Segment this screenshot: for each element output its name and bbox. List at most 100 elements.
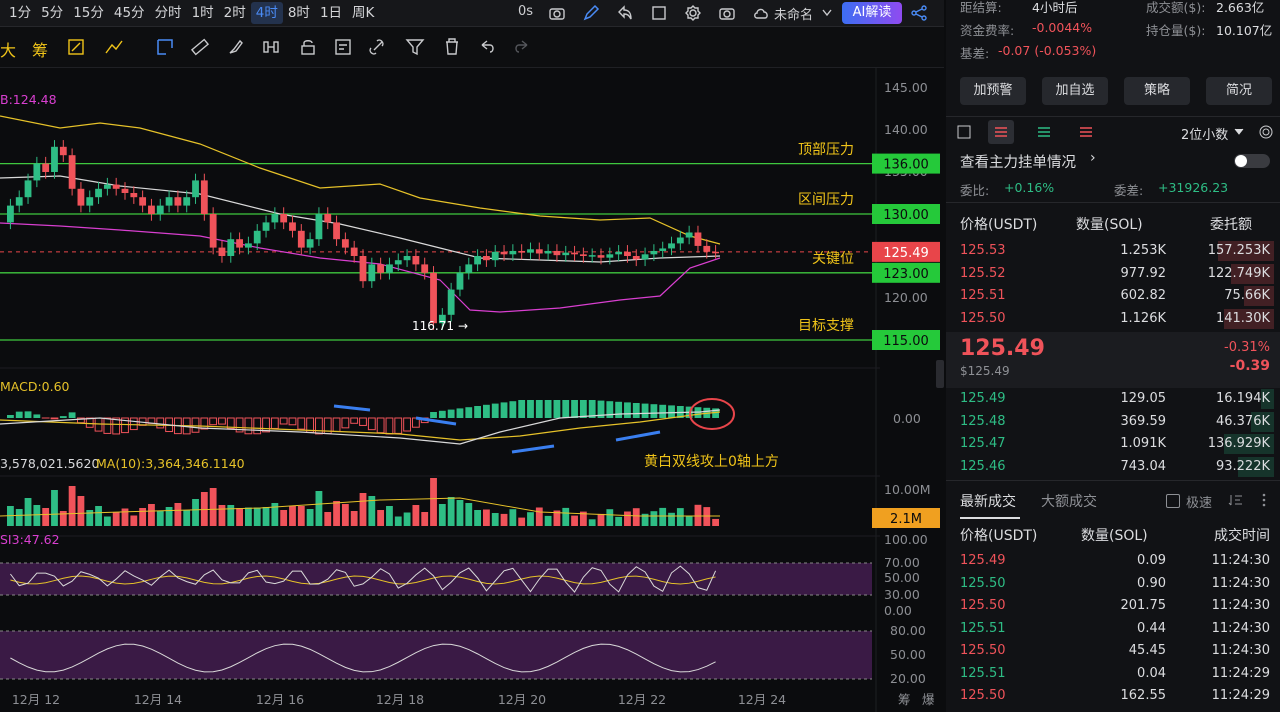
lock-icon[interactable] [298,37,318,57]
orderbook-bids-icon[interactable] [1036,124,1052,140]
macd-bar [191,417,200,433]
timeframe-4[interactable]: 分时 [154,5,182,21]
volume-bar [474,510,481,526]
timeframe-3[interactable]: 45分 [113,5,145,21]
trade-header-qty[interactable]: 数量(SOL) [1081,528,1148,544]
timeframe-5[interactable]: 1时 [191,5,214,21]
link-icon[interactable] [369,37,389,57]
edit-icon[interactable] [66,37,86,57]
price-chart[interactable]: 145.00140.00135.00130.00125.00120.00115.… [0,68,944,712]
cloud-icon[interactable] [752,4,770,22]
camera-icon[interactable] [548,4,566,22]
candle-body [632,256,640,260]
layout-name[interactable]: 未命名 [774,8,814,23]
fast-checkbox[interactable] [1166,494,1180,508]
volume-bar [518,517,526,526]
trash-icon[interactable] [442,37,462,57]
reply-icon[interactable] [616,4,634,22]
candle-body [447,289,455,315]
orderbook-split-icon[interactable] [993,124,1009,140]
candle-body [324,214,332,223]
magnet-icon[interactable] [261,37,281,57]
timeframe-0[interactable]: 1分 [9,5,32,21]
share-icon[interactable] [910,4,928,22]
chip-label[interactable]: 筹 [32,41,49,60]
volume-bar [77,496,85,526]
chevron-right-icon[interactable]: › [1090,150,1096,166]
ask-price-2[interactable]: 125.51 [960,288,1006,303]
brush-icon[interactable] [226,37,246,57]
gear-icon[interactable] [1258,124,1274,140]
timeframe-6[interactable]: 2时 [223,5,246,21]
indicator-icon[interactable] [104,37,124,57]
candle-body [676,237,684,244]
ask-price-0[interactable]: 125.53 [960,243,1006,258]
bid-price-1[interactable]: 125.48 [960,413,1006,429]
commit-diff-label: 委差: [1114,183,1144,198]
filter-list-icon[interactable] [1228,492,1244,508]
template-icon[interactable] [333,37,353,57]
cursor-icon[interactable] [155,37,175,57]
macd-bar [262,417,270,433]
undo-icon[interactable] [477,37,497,57]
macd-bar [24,411,32,418]
os-label[interactable]: 0s [518,4,534,19]
redo-icon[interactable] [512,37,532,57]
gear-icon[interactable] [684,4,702,22]
ai-analysis-button[interactable]: AI解读 [842,2,902,24]
collapse-handle[interactable] [936,360,944,388]
timeframe-2[interactable]: 15分 [73,5,104,21]
annotation-top-pressure: 顶部压力 [798,142,854,158]
tab-large-trades[interactable]: 大额成交 [1041,494,1097,510]
ruler-icon[interactable] [190,37,210,57]
candle-body [306,239,314,248]
ob-header-amount[interactable]: 委托额 [1210,217,1252,233]
bid-price-0[interactable]: 125.49 [960,391,1006,406]
volume-bar [139,508,147,526]
ask-price-3[interactable]: 125.50 [960,310,1006,326]
orderbook-both-icon[interactable] [956,124,972,140]
panel-button-0[interactable]: 加预警 [960,77,1026,105]
divider [946,480,1280,481]
decimals-select[interactable]: 2位小数 [1181,128,1229,143]
big-order-label[interactable]: 大 [0,41,17,60]
volume-bar [95,506,102,526]
candle-body [579,254,587,256]
ask-qty-3: 1.126K [1120,310,1166,326]
candle-body [606,254,614,258]
fullscreen-icon[interactable] [650,4,668,22]
macd-bar [411,417,420,428]
kdj-tick-1: 50.00 [890,647,926,662]
stat-value-1: 2.663亿 [1216,0,1265,15]
timeframe-7[interactable]: 4时 [250,2,283,24]
ask-price-1[interactable]: 125.52 [960,265,1006,281]
volume-bar [421,512,429,526]
macd-bar [500,402,508,418]
filter-icon[interactable] [405,37,425,57]
bid-price-3[interactable]: 125.46 [960,458,1006,474]
main-orders-toggle[interactable] [1234,154,1270,168]
timeframe-8[interactable]: 8时 [287,5,310,21]
main-orders-link[interactable]: 查看主力挂单情况 [960,155,1076,171]
macd-bar [129,417,138,431]
timeframe-10[interactable]: 周K [352,5,375,21]
volume-bar [632,508,640,526]
chevron-down-icon[interactable] [822,9,832,17]
panel-button-2[interactable]: 策略 [1124,77,1190,105]
ask-amount-0: 157.253K [1207,243,1270,258]
chevron-down-icon[interactable] [1234,128,1244,136]
ob-header-qty[interactable]: 数量(SOL) [1076,217,1143,233]
pen-icon[interactable] [582,4,600,22]
volume-bar [712,518,719,526]
tab-latest-trades[interactable]: 最新成交 [960,494,1016,510]
panel-button-3[interactable]: 简况 [1206,77,1272,105]
panel-button-1[interactable]: 加自选 [1042,77,1108,105]
timeframe-9[interactable]: 1日 [319,5,343,21]
camera-icon[interactable] [718,4,736,22]
timeframe-1[interactable]: 5分 [41,5,64,21]
bid-price-2[interactable]: 125.47 [960,436,1006,451]
orderbook-asks-icon[interactable] [1078,124,1094,140]
macd-bar [544,400,552,418]
last-price-block [946,332,1280,388]
more-icon[interactable] [1256,492,1272,508]
